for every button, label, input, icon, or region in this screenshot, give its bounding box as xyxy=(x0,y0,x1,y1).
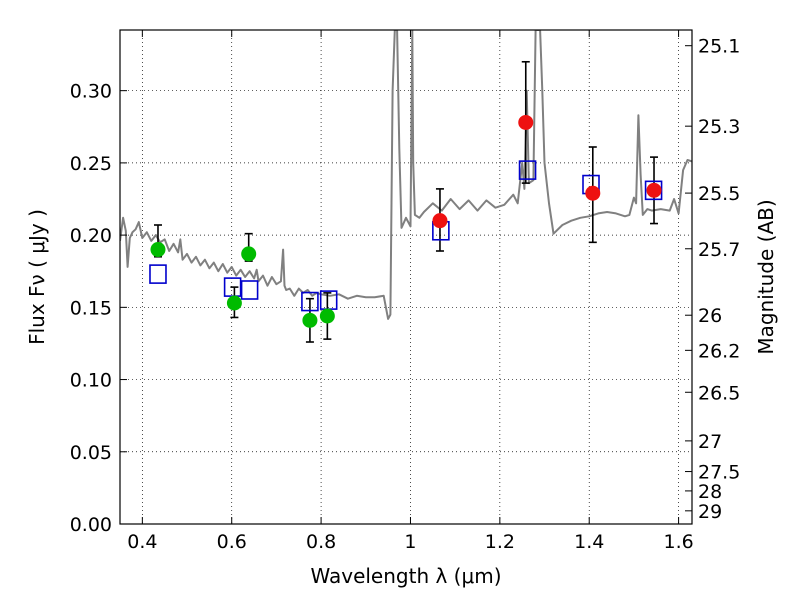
optical-point-2 xyxy=(241,246,257,262)
x-tick-label-0: 0.4 xyxy=(127,531,157,553)
marker-layer xyxy=(149,114,663,328)
optical-point-3 xyxy=(302,312,318,328)
model-box-3 xyxy=(301,291,319,312)
y2-tick-label-1: 25.3 xyxy=(698,116,740,138)
x-axis-title: Wavelength λ (μm) xyxy=(310,564,501,588)
x-tick-label-3: 1 xyxy=(404,531,416,553)
y2-axis-title: Magnitude (AB) xyxy=(754,199,778,354)
y2-tick-label-10: 29 xyxy=(698,501,722,523)
y2-tick-label-4: 26 xyxy=(698,305,722,327)
y-tick-label-3: 0.15 xyxy=(70,297,112,319)
x-tick-labels: 0.4 0.6 0.8 1 1.2 1.4 1.6 xyxy=(127,531,693,553)
y-tick-label-2: 0.10 xyxy=(70,370,112,392)
nir-point-0 xyxy=(432,213,448,229)
nir-point-1 xyxy=(518,114,534,130)
y-tick-label-1: 0.05 xyxy=(70,442,112,464)
y-tick-label-6: 0.30 xyxy=(70,81,112,103)
spectrum-layer xyxy=(120,30,692,320)
optical-point-0 xyxy=(150,242,166,258)
y-tick-label-0: 0.00 xyxy=(70,514,112,536)
model-box-0 xyxy=(149,264,167,284)
axis-ticks xyxy=(120,30,692,525)
y-tick-label-4: 0.20 xyxy=(70,225,112,247)
x-tick-label-6: 1.6 xyxy=(663,531,693,553)
y2-tick-label-0: 25.1 xyxy=(698,36,740,58)
optical-point-4 xyxy=(319,308,335,324)
plot-area xyxy=(120,30,692,524)
y-tick-label-5: 0.25 xyxy=(70,153,112,175)
x-tick-label-2: 0.8 xyxy=(306,531,336,553)
nir-point-3 xyxy=(646,182,662,198)
y2-tick-label-5: 26.2 xyxy=(698,340,740,362)
x-tick-label-5: 1.4 xyxy=(574,531,604,553)
x-tick-label-4: 1.2 xyxy=(485,531,515,553)
model-box-6 xyxy=(518,160,537,180)
y2-tick-label-3: 25.7 xyxy=(698,239,740,261)
y-axis-title: Flux Fν ( μJy ) xyxy=(25,209,49,345)
y-tick-labels: 0.00 0.05 0.10 0.15 0.20 0.25 0.30 xyxy=(70,81,112,536)
model-box-8 xyxy=(644,180,663,201)
y2-tick-label-6: 26.5 xyxy=(698,382,740,404)
plot-frame xyxy=(119,29,693,525)
x-tick-label-1: 0.6 xyxy=(217,531,247,553)
y2-tick-label-7: 27 xyxy=(698,431,722,453)
model-box-2 xyxy=(240,280,259,300)
optical-point-1 xyxy=(226,295,242,311)
y2-tick-label-2: 25.5 xyxy=(698,183,740,205)
model-spectrum-line xyxy=(120,30,692,320)
nir-point-2 xyxy=(585,185,601,201)
y2-tick-label-8: 27.5 xyxy=(698,462,740,484)
y2-tick-label-9: 28 xyxy=(698,481,722,503)
